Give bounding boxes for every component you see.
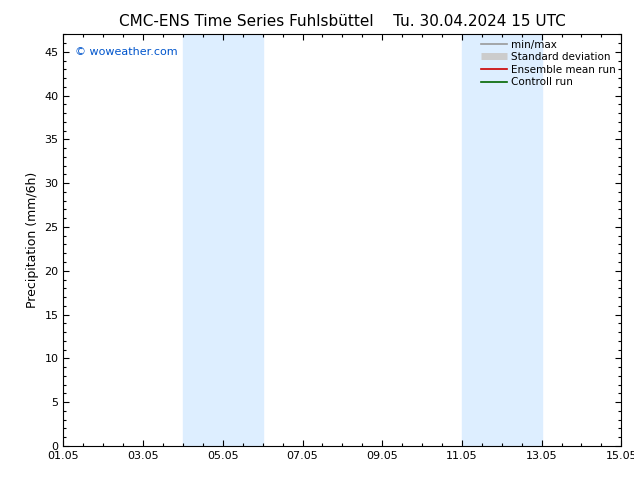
Bar bbox=[183, 34, 262, 446]
Title: CMC-ENS Time Series Fuhlsbüttel    Tu. 30.04.2024 15 UTC: CMC-ENS Time Series Fuhlsbüttel Tu. 30.0… bbox=[119, 14, 566, 29]
Bar bbox=[462, 34, 541, 446]
Y-axis label: Precipitation (mm/6h): Precipitation (mm/6h) bbox=[26, 172, 39, 308]
Legend: min/max, Standard deviation, Ensemble mean run, Controll run: min/max, Standard deviation, Ensemble me… bbox=[479, 37, 618, 89]
Text: © woweather.com: © woweather.com bbox=[75, 47, 177, 57]
